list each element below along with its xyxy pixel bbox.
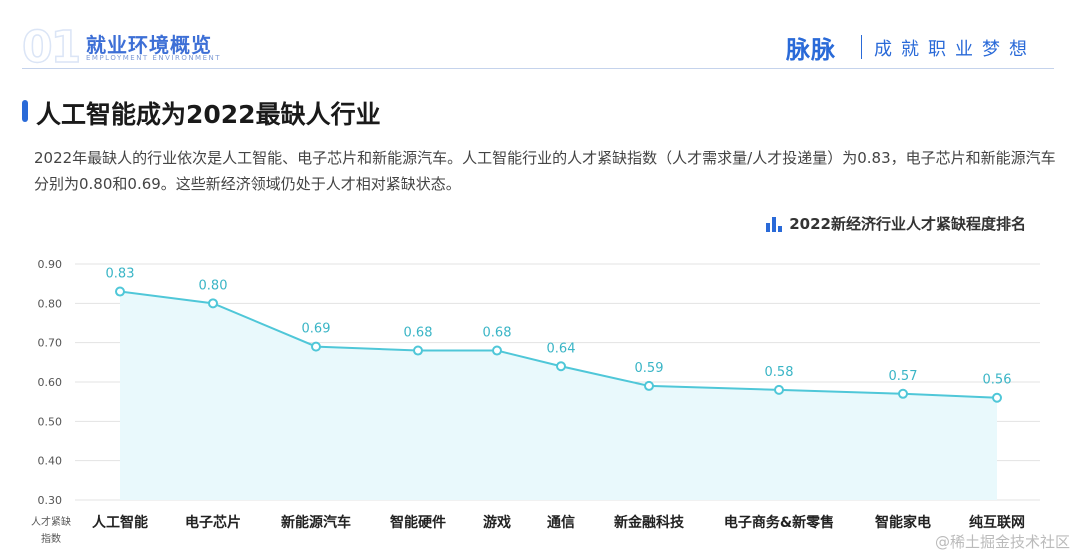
y-tick-label: 0.80 <box>38 297 63 310</box>
x-tick-label: 智能家电 <box>874 514 931 531</box>
y-tick-label: 0.50 <box>38 415 63 428</box>
data-label: 0.56 <box>983 373 1012 388</box>
x-tick-label: 新能源汽车 <box>281 514 351 531</box>
brand-slogan: 成就职业梦想 <box>874 39 1036 60</box>
x-tick-label: 智能硬件 <box>389 514 446 531</box>
brand-divider <box>861 35 862 59</box>
data-label: 0.68 <box>404 326 433 341</box>
data-label: 0.64 <box>547 341 576 356</box>
bar-chart-icon <box>766 216 783 232</box>
y-tick-label: 0.70 <box>38 337 63 350</box>
x-tick-label: 纯互联网 <box>969 514 1025 531</box>
data-point <box>492 345 502 356</box>
data-point <box>115 286 125 297</box>
header-divider <box>22 68 1054 69</box>
y-tick-label: 0.40 <box>38 455 63 468</box>
x-tick-label: 电子商务&新零售 <box>724 514 834 531</box>
data-label: 0.58 <box>765 365 794 380</box>
x-tick-label: 通信 <box>547 514 575 531</box>
data-label: 0.83 <box>106 267 135 282</box>
section-number: 01 <box>21 22 82 73</box>
series-area <box>120 291 997 500</box>
watermark: @稀土掘金技术社区 <box>934 533 1070 551</box>
data-label: 0.69 <box>302 322 331 337</box>
header-subtitle: EMPLOYMENT ENVIRONMENT <box>86 54 222 62</box>
x-tick-label: 电子芯片 <box>185 514 241 531</box>
brand-logo: 脉脉 <box>786 36 836 64</box>
y-tick-label: 0.60 <box>38 376 63 389</box>
x-tick-label: 新金融科技 <box>614 514 685 531</box>
data-point <box>644 380 654 391</box>
data-point <box>774 384 784 395</box>
section-title: 人工智能成为2022最缺人行业 <box>36 100 381 129</box>
data-point <box>556 361 566 372</box>
series-line <box>119 290 998 399</box>
data-point <box>208 298 218 309</box>
data-point <box>413 345 423 356</box>
data-point <box>992 392 1002 403</box>
data-label: 0.59 <box>635 361 664 376</box>
chart-legend: 2022新经济行业人才紧缺程度排名 <box>766 213 1026 234</box>
y-axis-label: 人才紧缺指数 <box>31 515 71 545</box>
header-title: 就业环境概览 <box>86 33 212 57</box>
y-tick-label: 0.90 <box>38 258 63 271</box>
chart-title: 2022新经济行业人才紧缺程度排名 <box>789 215 1026 233</box>
y-tick-label: 0.30 <box>38 494 63 507</box>
section-paragraph: 2022年最缺人的行业依次是人工智能、电子芯片和新能源汽车。人工智能行业的人才紧… <box>34 149 1056 193</box>
data-point <box>898 388 908 399</box>
x-tick-label: 游戏 <box>483 514 511 531</box>
data-label: 0.68 <box>483 326 512 341</box>
x-tick-label: 人工智能 <box>92 514 148 531</box>
data-point <box>311 341 321 352</box>
section-marker <box>22 100 28 122</box>
data-label: 0.57 <box>889 369 918 384</box>
data-label: 0.80 <box>199 278 228 293</box>
